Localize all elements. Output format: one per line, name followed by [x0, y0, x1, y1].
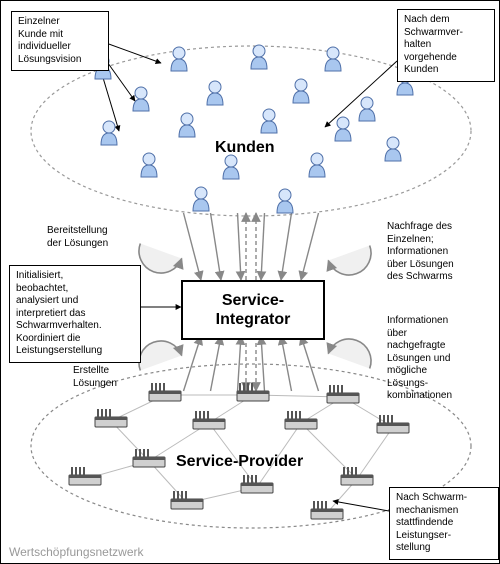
customer-icon [101, 121, 117, 145]
provider-icon [149, 383, 181, 401]
customer-icon [141, 153, 157, 177]
flow-label-lower-right: Informationen über nachgefragte Lösungen… [387, 315, 452, 403]
provider-icon [193, 411, 225, 429]
flow-label-upper-right: Nachfrage des Einzelnen; Informationen ü… [387, 221, 454, 284]
provider-icon [95, 409, 127, 427]
heading-customers: Kunden [215, 139, 275, 157]
customer-icon [309, 153, 325, 177]
provider-icon [241, 475, 273, 493]
customer-icon [277, 189, 293, 213]
flow-label-upper-left: Bereitstellung der Lösungen [47, 225, 108, 250]
customer-icon [359, 97, 375, 121]
provider-icon [69, 467, 101, 485]
annotation-mid-left: Initialisiert, beobachtet, analysiert un… [9, 265, 141, 363]
provider-icon [377, 415, 409, 433]
provider-icon [171, 491, 203, 509]
customer-icon [207, 81, 223, 105]
annotation-top-right: Nach dem Schwarmver- halten vorgehende K… [397, 9, 495, 82]
customer-icon [251, 45, 267, 69]
provider-icon [133, 449, 165, 467]
provider-icon [237, 383, 269, 401]
customer-icon [179, 113, 195, 137]
annotation-bottom-right: Nach Schwarm- mechanismen stattfindende … [389, 487, 499, 560]
diagram-caption: Wertschöpfungsnetzwerk [9, 545, 144, 559]
provider-icon [327, 385, 359, 403]
customer-icon [193, 187, 209, 211]
provider-icon [341, 467, 373, 485]
customer-icon [223, 155, 239, 179]
customer-icon [133, 87, 149, 111]
annotation-top-left: Einzelner Kunde mit individueller Lösung… [11, 11, 109, 71]
provider-icon [285, 411, 317, 429]
customer-icon [325, 47, 341, 71]
customer-icon [335, 117, 351, 141]
heading-providers: Service-Provider [176, 453, 303, 471]
customer-icon [385, 137, 401, 161]
customer-icon [171, 47, 187, 71]
customer-icon [261, 109, 277, 133]
flow-label-lower-left: Erstellte Lösungen [73, 365, 117, 390]
customer-icon [293, 79, 309, 103]
provider-icon [311, 501, 343, 519]
service-integrator-box: Service- Integrator [181, 280, 325, 340]
